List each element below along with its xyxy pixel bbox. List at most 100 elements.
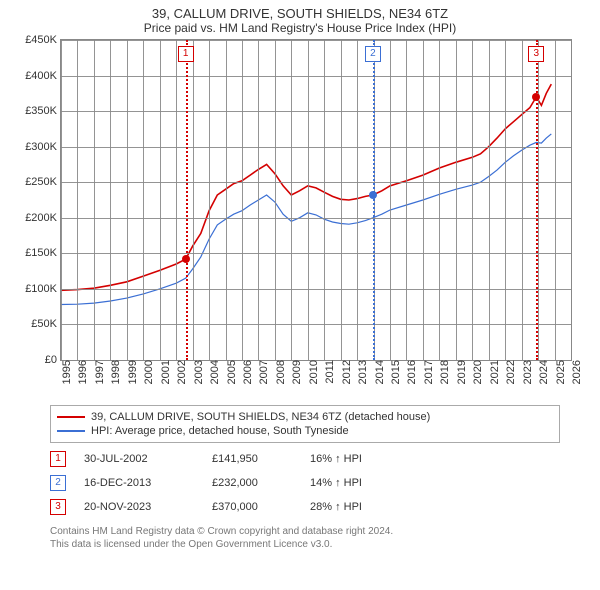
gridline-y [61, 289, 571, 290]
event-row-pct: 28% ↑ HPI [310, 501, 430, 513]
xtick-label: 2026 [569, 360, 583, 384]
gridline-x [226, 40, 227, 360]
ytick-label: £50K [31, 318, 61, 330]
xtick-label: 2000 [141, 360, 155, 384]
gridline-x [291, 40, 292, 360]
gridline-x [193, 40, 194, 360]
xtick-label: 2009 [289, 360, 303, 384]
gridline-x [555, 40, 556, 360]
xtick-label: 2021 [487, 360, 501, 384]
gridline-x [324, 40, 325, 360]
event-number-box: 2 [365, 46, 381, 62]
xtick-label: 2024 [536, 360, 550, 384]
gridline-x [439, 40, 440, 360]
xtick-label: 2007 [256, 360, 270, 384]
gridline-x [61, 40, 62, 360]
xtick-label: 2015 [388, 360, 402, 384]
gridline-x [110, 40, 111, 360]
xtick-label: 2008 [273, 360, 287, 384]
legend-label: HPI: Average price, detached house, Sout… [91, 425, 349, 437]
xtick-label: 2017 [421, 360, 435, 384]
event-row-date: 20-NOV-2023 [84, 501, 194, 513]
xtick-label: 2003 [191, 360, 205, 384]
event-row-price: £370,000 [212, 501, 292, 513]
event-row: 216-DEC-2013£232,00014% ↑ HPI [50, 471, 560, 495]
event-marker-dot [369, 191, 377, 199]
gridline-x [242, 40, 243, 360]
xtick-label: 2019 [454, 360, 468, 384]
event-number-box: 3 [528, 46, 544, 62]
chart-area: £0£50K£100K£150K£200K£250K£300K£350K£400… [10, 39, 590, 399]
xtick-label: 2022 [503, 360, 517, 384]
gridline-x [571, 40, 572, 360]
event-row: 130-JUL-2002£141,95016% ↑ HPI [50, 447, 560, 471]
ytick-label: £150K [25, 247, 61, 259]
xtick-label: 1999 [125, 360, 139, 384]
plot-area: £0£50K£100K£150K£200K£250K£300K£350K£400… [60, 39, 572, 361]
gridline-y [61, 40, 571, 41]
ytick-label: £350K [25, 105, 61, 117]
xtick-label: 1996 [75, 360, 89, 384]
chart-title-line2: Price paid vs. HM Land Registry's House … [0, 21, 600, 39]
gridline-x [258, 40, 259, 360]
events-table: 130-JUL-2002£141,95016% ↑ HPI216-DEC-201… [50, 447, 560, 519]
gridline-y [61, 182, 571, 183]
gridline-x [275, 40, 276, 360]
event-row-number: 3 [50, 499, 66, 515]
xtick-label: 2011 [322, 360, 336, 384]
event-line [373, 40, 375, 360]
gridline-x [423, 40, 424, 360]
xtick-label: 2013 [355, 360, 369, 384]
legend-label: 39, CALLUM DRIVE, SOUTH SHIELDS, NE34 6T… [91, 411, 430, 423]
gridline-x [160, 40, 161, 360]
xtick-label: 2018 [437, 360, 451, 384]
gridline-y [61, 147, 571, 148]
gridline-x [143, 40, 144, 360]
legend-item: 39, CALLUM DRIVE, SOUTH SHIELDS, NE34 6T… [57, 410, 553, 424]
event-row-pct: 16% ↑ HPI [310, 453, 430, 465]
gridline-x [390, 40, 391, 360]
event-row-date: 16-DEC-2013 [84, 477, 194, 489]
legend-swatch [57, 430, 85, 432]
event-row-price: £232,000 [212, 477, 292, 489]
event-row-price: £141,950 [212, 453, 292, 465]
ytick-label: £200K [25, 212, 61, 224]
ytick-label: £100K [25, 283, 61, 295]
chart-lines [61, 40, 571, 360]
gridline-y [61, 76, 571, 77]
xtick-label: 2014 [372, 360, 386, 384]
ytick-label: £450K [25, 34, 61, 46]
gridline-y [61, 111, 571, 112]
gridline-x [308, 40, 309, 360]
xtick-label: 2005 [224, 360, 238, 384]
gridline-x [406, 40, 407, 360]
xtick-label: 2006 [240, 360, 254, 384]
gridline-y [61, 253, 571, 254]
gridline-x [127, 40, 128, 360]
ytick-label: £300K [25, 141, 61, 153]
xtick-label: 1997 [92, 360, 106, 384]
xtick-label: 2012 [339, 360, 353, 384]
event-row: 3 20-NOV-2023 £370,000 28% ↑ HPI [50, 495, 560, 519]
xtick-label: 2020 [470, 360, 484, 384]
xtick-label: 2002 [174, 360, 188, 384]
xtick-label: 1995 [59, 360, 73, 384]
series-line [61, 84, 551, 290]
event-row-date: 30-JUL-2002 [84, 453, 194, 465]
xtick-label: 2001 [158, 360, 172, 384]
event-line [536, 40, 538, 360]
ytick-label: £400K [25, 70, 61, 82]
xtick-label: 1998 [108, 360, 122, 384]
gridline-x [341, 40, 342, 360]
gridline-x [489, 40, 490, 360]
xtick-label: 2016 [404, 360, 418, 384]
gridline-x [522, 40, 523, 360]
gridline-x [456, 40, 457, 360]
legend-item: HPI: Average price, detached house, Sout… [57, 424, 553, 438]
event-line [186, 40, 188, 360]
gridline-x [357, 40, 358, 360]
attribution-line1: Contains HM Land Registry data © Crown c… [50, 525, 560, 538]
event-row-number: 2 [50, 475, 66, 491]
gridline-y [61, 324, 571, 325]
xtick-label: 2010 [306, 360, 320, 384]
